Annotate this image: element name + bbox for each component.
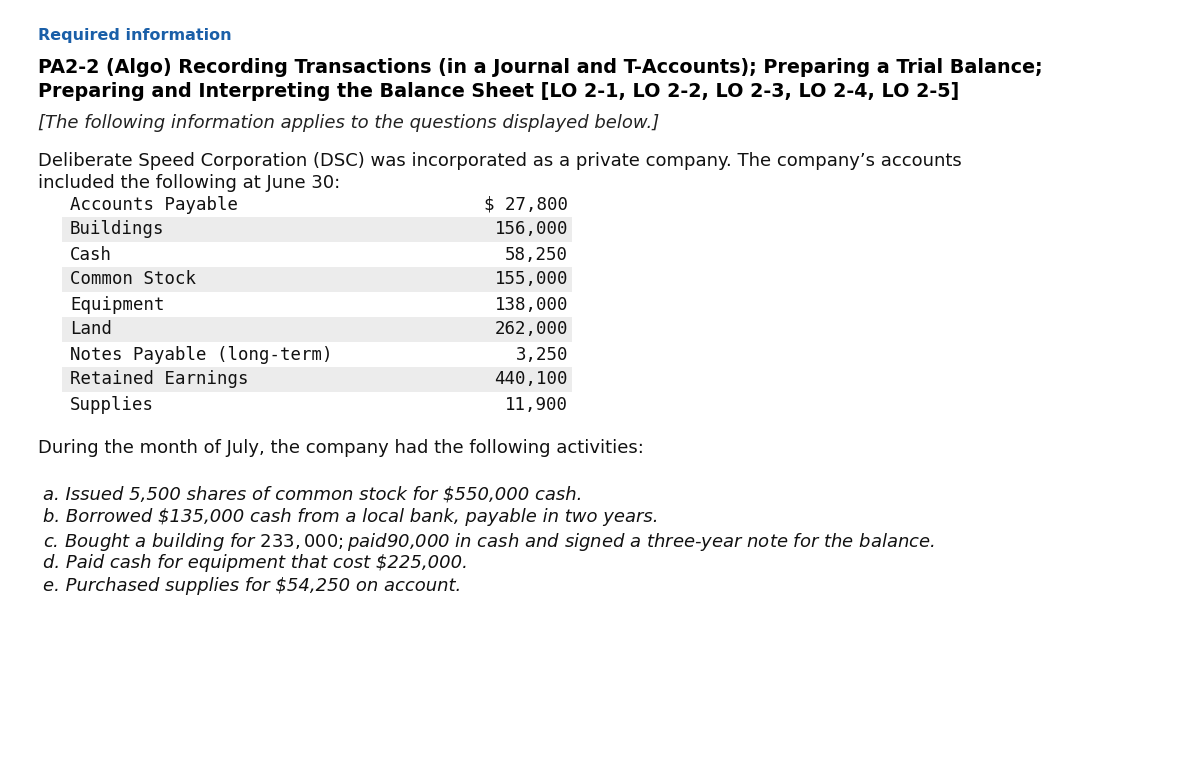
Text: Buildings: Buildings — [70, 220, 164, 239]
Text: 138,000: 138,000 — [494, 296, 568, 313]
Text: 262,000: 262,000 — [494, 321, 568, 338]
Text: 155,000: 155,000 — [494, 271, 568, 289]
Text: Equipment: Equipment — [70, 296, 164, 313]
Text: 58,250: 58,250 — [505, 245, 568, 264]
Text: d. Paid cash for equipment that cost $225,000.: d. Paid cash for equipment that cost $22… — [43, 554, 468, 572]
Bar — [62, 217, 572, 242]
Text: Notes Payable (long-term): Notes Payable (long-term) — [70, 346, 332, 363]
Text: Deliberate Speed Corporation (DSC) was incorporated as a private company. The co: Deliberate Speed Corporation (DSC) was i… — [38, 152, 961, 170]
Bar — [62, 317, 572, 342]
Text: c. Bought a building for $233,000; paid $90,000 in cash and signed a three-year : c. Bought a building for $233,000; paid … — [43, 531, 935, 553]
Text: Supplies: Supplies — [70, 395, 154, 413]
Text: e. Purchased supplies for $54,250 on account.: e. Purchased supplies for $54,250 on acc… — [43, 577, 461, 595]
Text: Accounts Payable: Accounts Payable — [70, 195, 238, 214]
Text: Required information: Required information — [38, 28, 232, 43]
Text: Common Stock: Common Stock — [70, 271, 196, 289]
Text: Land: Land — [70, 321, 112, 338]
Text: During the month of July, the company had the following activities:: During the month of July, the company ha… — [38, 439, 644, 457]
Text: a. Issued 5,500 shares of common stock for $550,000 cash.: a. Issued 5,500 shares of common stock f… — [43, 485, 582, 503]
Text: PA2-2 (Algo) Recording Transactions (in a Journal and T-Accounts); Preparing a T: PA2-2 (Algo) Recording Transactions (in … — [38, 58, 1043, 77]
Text: Retained Earnings: Retained Earnings — [70, 371, 248, 388]
Bar — [62, 367, 572, 392]
Text: $ 27,800: $ 27,800 — [484, 195, 568, 214]
Text: Cash: Cash — [70, 245, 112, 264]
Text: 156,000: 156,000 — [494, 220, 568, 239]
Text: 11,900: 11,900 — [505, 395, 568, 413]
Text: [The following information applies to the questions displayed below.]: [The following information applies to th… — [38, 114, 659, 132]
Text: included the following at June 30:: included the following at June 30: — [38, 174, 341, 192]
Text: Preparing and Interpreting the Balance Sheet [LO 2-1, LO 2-2, LO 2-3, LO 2-4, LO: Preparing and Interpreting the Balance S… — [38, 82, 959, 101]
Bar — [62, 267, 572, 292]
Text: b. Borrowed $135,000 cash from a local bank, payable in two years.: b. Borrowed $135,000 cash from a local b… — [43, 508, 659, 526]
Text: 440,100: 440,100 — [494, 371, 568, 388]
Text: 3,250: 3,250 — [516, 346, 568, 363]
